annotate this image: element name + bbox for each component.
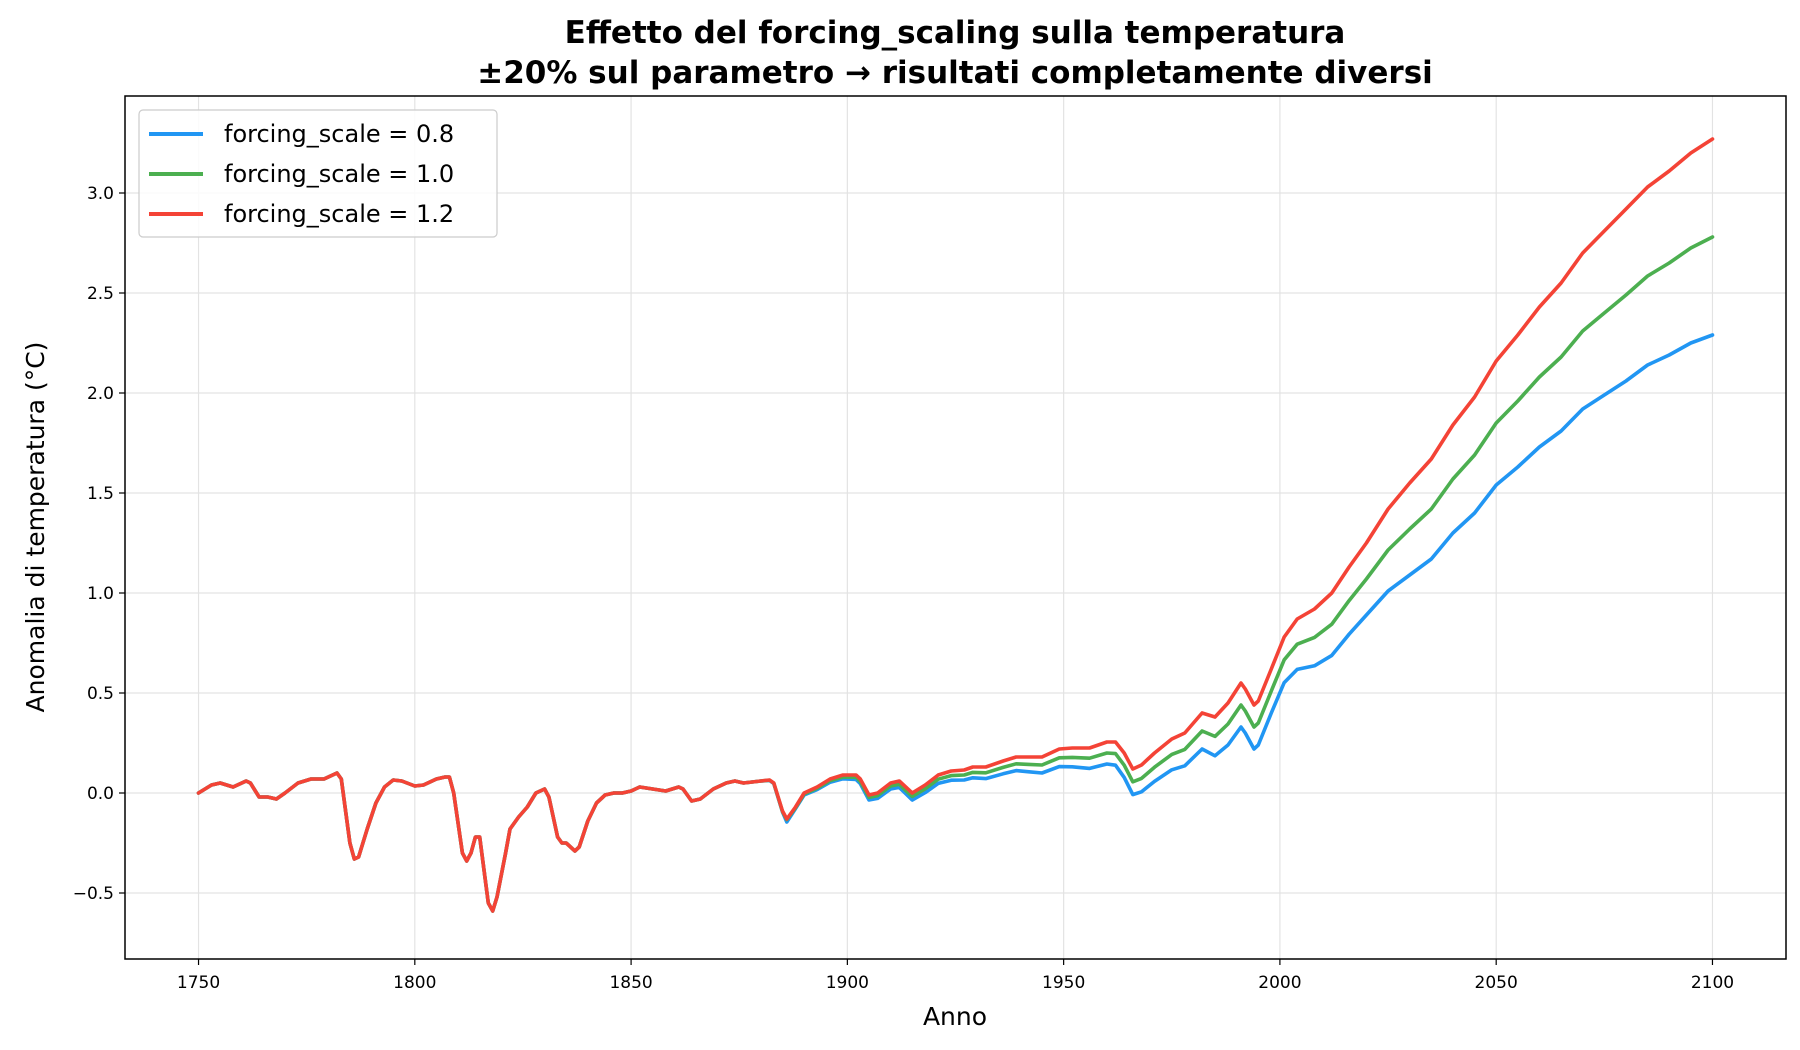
y-tick-label: 2.5 (87, 284, 114, 304)
grid (125, 96, 1786, 959)
x-tick-label: 2100 (1691, 973, 1734, 993)
x-tick-label: 2000 (1258, 973, 1301, 993)
legend: forcing_scale = 0.8 forcing_scale = 1.0 fo… (138, 109, 498, 238)
series-lines (196, 137, 1715, 913)
y-axis-label: Anomalia di temperatura (°C) (21, 342, 50, 713)
y-tick-label: 2.0 (87, 384, 114, 404)
chart-subtitle: ±20% sul parametro → risultati completam… (477, 55, 1433, 91)
chart-title: Effetto del forcing_scaling sulla temper… (565, 15, 1346, 51)
x-tick-label: 1800 (393, 973, 436, 993)
y-tick-label: 3.0 (87, 184, 114, 204)
x-tick-label: 2050 (1475, 973, 1518, 993)
y-tick-label: −0.5 (73, 884, 114, 904)
y-tick-label: 0.0 (87, 784, 114, 804)
legend-box (138, 109, 498, 238)
y-axis: −0.5 0.0 0.5 1.0 1.5 2.0 2.5 3.0 (73, 184, 125, 904)
y-tick-label: 0.5 (87, 684, 114, 704)
series-line-2 (196, 235, 1715, 913)
plot-frame (124, 95, 1787, 960)
y-tick-label: 1.0 (87, 584, 114, 604)
y-tick-label: 1.5 (87, 484, 114, 504)
x-axis-label: Anno (923, 1002, 987, 1031)
x-tick-label: 1900 (826, 973, 869, 993)
legend-label-1: forcing_scale = 0.8 (224, 120, 454, 148)
x-tick-label: 1750 (177, 973, 220, 993)
series-line-3 (196, 137, 1715, 913)
x-axis: 1750 1800 1850 1900 1950 2000 2050 2100 (177, 959, 1734, 993)
x-tick-label: 1850 (609, 973, 652, 993)
series-line-1 (196, 333, 1715, 913)
x-tick-label: 1950 (1042, 973, 1085, 993)
legend-label-3: forcing_scale = 1.2 (224, 200, 454, 228)
legend-label-2: forcing_scale = 1.0 (224, 160, 454, 188)
